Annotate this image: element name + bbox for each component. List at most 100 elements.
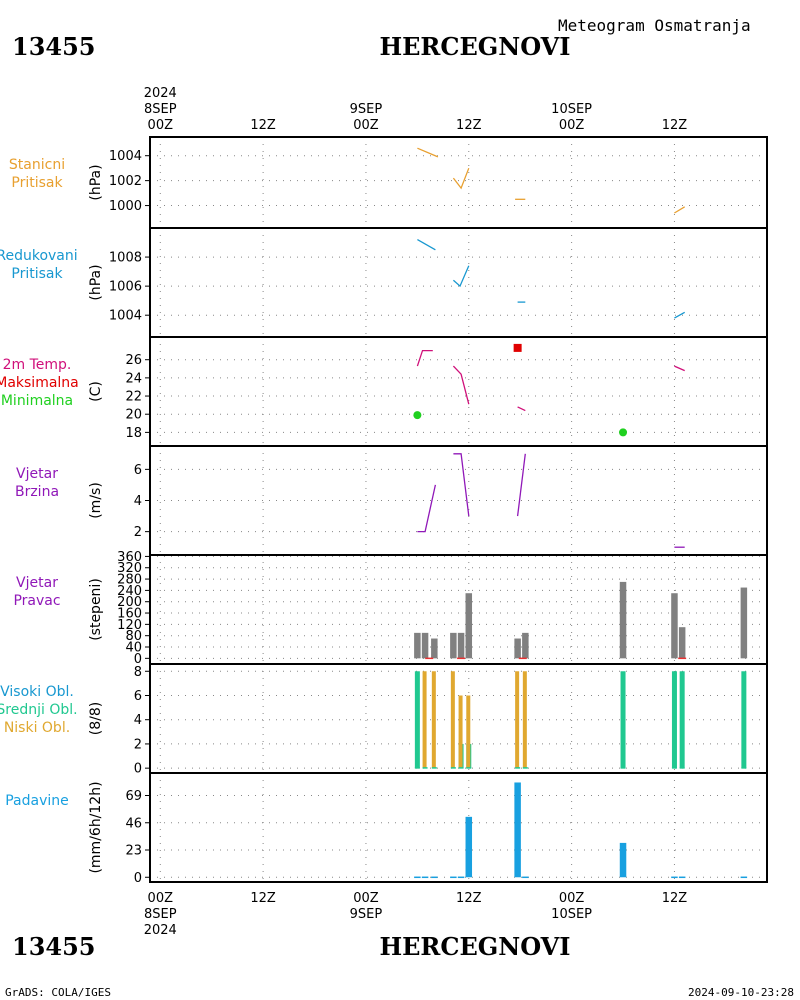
series-line-segment (452, 167, 470, 190)
cloud-bar-base (671, 767, 677, 769)
cloud-bar-base (450, 767, 456, 769)
footer-station-id: 13455 (12, 932, 96, 961)
cloud-bar-low (431, 671, 436, 769)
panel-label: Padavine (5, 793, 69, 809)
y-tick-label: 1004 (109, 309, 142, 324)
cloud-bar-low (450, 671, 455, 769)
panel-label: Vjetar (16, 466, 58, 482)
cloud-bar-base (515, 767, 521, 769)
time-tick-label-top: 12Z (250, 118, 276, 133)
panel-label: Visoki Obl. (0, 684, 74, 700)
time-tick-label-bottom: 00Z (559, 891, 585, 906)
cloud-bar-mid (679, 671, 685, 769)
bar (421, 632, 429, 659)
time-tick-label-bottom: 00Z (148, 891, 174, 906)
panel-frame (149, 227, 768, 338)
y-tick-label: 69 (125, 789, 142, 804)
bar (465, 816, 473, 878)
bar (514, 782, 521, 878)
y-tick-label: 320 (117, 561, 142, 576)
y-tick-label: 20 (125, 408, 142, 423)
y-tick-label: 4 (134, 494, 142, 509)
cloud-bar-base (458, 767, 464, 769)
cloud-bar-mid (414, 671, 420, 769)
time-tick-label-top: 9SEP (350, 102, 383, 117)
time-tick-label-top: 00Z (559, 118, 585, 133)
y-axis-label: (hPa) (88, 264, 104, 300)
y-tick-label: 6 (134, 689, 142, 704)
y-axis-label: (mm/6h/12h) (88, 781, 104, 873)
panel-clouds: 0 2 4 6 8 (8/8) Visoki Obl. Srednji Obl. Niski O… (0, 663, 768, 777)
y-tick-label: 200 (117, 595, 142, 610)
time-tick-label-bottom: 8SEP (144, 907, 177, 922)
tmax-marker (513, 343, 522, 352)
series-line-segment (452, 265, 470, 288)
panel-label: Stanicni (9, 157, 65, 173)
y-tick-label: 26 (125, 353, 142, 368)
bar (414, 632, 421, 659)
panel-precip: 0 23 46 69 (mm/6h/12h) Padavine (5, 772, 768, 886)
bar (450, 876, 457, 879)
timestamp-text: 2024-09-10-23:28 (688, 986, 794, 999)
cloud-bar-base (741, 767, 747, 769)
panel-label: 2m Temp. (3, 357, 72, 373)
y-tick-label: 240 (117, 584, 142, 599)
panels: 100010021004(hPa)StanicniPritisak1004100… (0, 136, 768, 886)
series-line-segment (416, 349, 433, 367)
panel-label: Brzina (15, 484, 59, 500)
bar (450, 632, 457, 659)
panel-stanicni: 1000 1002 1004 (hPa) Stanicni Pritisak (9, 136, 768, 229)
bar (414, 876, 421, 879)
bar (671, 593, 678, 659)
series-line-segment (517, 406, 526, 412)
y-axis-label: (8/8) (88, 702, 104, 735)
cloud-bar-low (515, 671, 520, 769)
cloud-bar-mid (671, 671, 677, 769)
y-tick-label: 1000 (109, 199, 142, 214)
y-tick-label: 40 (125, 641, 142, 656)
time-tick-label-top: 8SEP (144, 102, 177, 117)
panel-temp: 18 20 22 24 26 (C) 2m Temp. Maksimalna Minimalna (0, 336, 768, 447)
credit-text: GrADS: COLA/IGES (5, 986, 111, 999)
series-line-segment (674, 311, 686, 319)
footer-station-name: HERCEGNOVI (379, 932, 570, 961)
bar (431, 638, 438, 659)
panel-label: Redukovani (0, 248, 78, 264)
y-tick-label: 0 (134, 762, 142, 777)
series-line-segment (516, 453, 526, 517)
panel-label: Minimalna (1, 393, 73, 409)
time-tick-label-top: 12Z (456, 118, 482, 133)
time-tick-label-bottom: 9SEP (350, 907, 383, 922)
y-tick-label: 80 (125, 629, 142, 644)
cloud-bar-low (422, 671, 427, 769)
time-tick-label-bottom: 2024 (144, 923, 177, 938)
y-tick-label: 360 (117, 550, 142, 565)
time-tick-label-bottom: 10SEP (551, 907, 592, 922)
bar (740, 876, 748, 879)
cloud-bar-base (422, 767, 428, 769)
series-line-segment (674, 365, 685, 372)
y-tick-label: 1004 (109, 149, 142, 164)
panel-wind_speed: 2 4 6 (m/s) Vjetar Brzina (15, 445, 768, 556)
y-tick-label: 1002 (109, 174, 142, 189)
cloud-bar-mid (620, 671, 626, 769)
y-tick-label: 8 (134, 665, 142, 680)
y-tick-label: 0 (134, 871, 142, 886)
panel-label: Pritisak (11, 266, 63, 282)
series-line-segment (417, 484, 437, 533)
panel-frame (149, 336, 768, 447)
bar (678, 876, 686, 879)
panel-label: Pravac (13, 593, 60, 609)
panel-label: Srednji Obl. (0, 702, 78, 718)
y-tick-label: 22 (125, 390, 142, 405)
time-tick-label-top: 2024 (144, 86, 177, 101)
panel-label: Pritisak (11, 175, 63, 191)
bar (619, 581, 627, 659)
y-tick-label: 18 (125, 426, 142, 441)
bar (740, 587, 748, 659)
cloud-bar-base (522, 767, 528, 769)
tmin-marker (619, 428, 628, 437)
